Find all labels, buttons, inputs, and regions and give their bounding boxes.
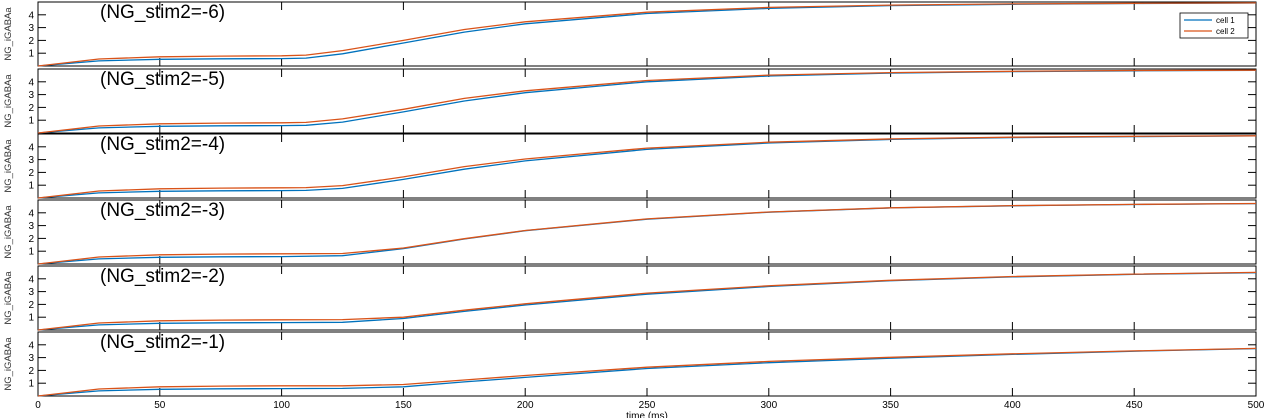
y-axis-label: NG_iGABAa	[3, 271, 14, 325]
y-tick-label: 4	[28, 142, 34, 153]
series-line-cell-2	[37, 347, 1257, 397]
subplot-1: 1 2 3 4 (NG_stim2=-6) NG_iGABAa	[3, 1, 1257, 67]
panel-title: (NG_stim2=-3)	[100, 200, 225, 221]
x-axis-label: time (ms)	[626, 411, 668, 418]
series-line-cell-2	[37, 202, 1257, 265]
y-tick-label: 3	[28, 221, 34, 232]
y-tick-label: 2	[28, 366, 34, 377]
x-tick-label: 300	[760, 400, 777, 411]
legend-box	[1179, 12, 1249, 39]
y-tick-label: 3	[28, 90, 34, 101]
subplot-6: 1 2 3 4 (NG_stim2=-1) NG_iGABAa	[3, 331, 1257, 397]
series-line-cell-1	[37, 347, 1257, 397]
axes-box	[37, 265, 1257, 331]
x-tick-label: 150	[395, 400, 412, 411]
y-tick-label: 1	[28, 379, 34, 390]
panel-title: (NG_stim2=-1)	[100, 332, 225, 353]
y-tick-label: 3	[28, 155, 34, 166]
x-tick-label: 250	[639, 400, 656, 411]
series-line-cell-2	[37, 69, 1257, 134]
y-tick-label: 1	[28, 181, 34, 192]
panel-title: (NG_stim2=-6)	[100, 2, 225, 23]
x-tick-label: 0	[35, 400, 41, 411]
y-tick-label: 2	[28, 168, 34, 179]
y-axis-label: NG_iGABAa	[3, 7, 14, 61]
y-tick-label: 2	[28, 36, 34, 47]
panel-title: (NG_stim2=-4)	[100, 134, 225, 155]
legend-entry: cell 2	[1216, 27, 1235, 36]
y-tick-label: 4	[28, 208, 34, 219]
x-tick-label: 450	[1126, 400, 1143, 411]
y-tick-label: 4	[28, 77, 34, 88]
x-tick-label: 100	[273, 400, 290, 411]
y-tick-label: 2	[28, 300, 34, 311]
x-tick-label: 500	[1248, 400, 1265, 411]
y-tick-label: 2	[28, 103, 34, 114]
y-tick-label: 3	[28, 353, 34, 364]
x-tick-label: 400	[1004, 400, 1021, 411]
y-tick-label: 4	[28, 274, 34, 285]
subplot-5: 1 2 3 4 (NG_stim2=-2) NG_iGABAa	[3, 265, 1257, 331]
y-tick-label: 2	[28, 234, 34, 245]
x-tick-label: 200	[517, 400, 534, 411]
subplot-2: 1 2 3 4 (NG_stim2=-5) NG_iGABAa	[3, 68, 1257, 134]
subplot-4: 1 2 3 4 (NG_stim2=-3) NG_iGABAa	[3, 199, 1257, 265]
y-axis-label: NG_iGABAa	[3, 337, 14, 391]
subplot-3: 1 2 3 4 (NG_stim2=-4) NG_iGABAa	[3, 133, 1257, 199]
y-tick-label: 1	[28, 247, 34, 258]
panel-title: (NG_stim2=-2)	[100, 266, 225, 287]
axes-box	[37, 133, 1257, 199]
series-line-cell-2	[37, 271, 1257, 331]
y-tick-label: 1	[28, 313, 34, 324]
series-line-cell-2	[37, 2, 1257, 67]
axes-box	[37, 199, 1257, 265]
legend-entry: cell 1	[1216, 16, 1235, 25]
legend: cell 1 cell 2	[1179, 12, 1249, 39]
panel-title: (NG_stim2=-5)	[100, 69, 225, 90]
y-tick-label: 3	[28, 23, 34, 34]
x-tick-label: 350	[882, 400, 899, 411]
y-tick-label: 4	[28, 10, 34, 21]
y-tick-label: 1	[28, 116, 34, 127]
series-line-cell-2	[37, 135, 1257, 199]
axes-box	[37, 68, 1257, 134]
y-tick-label: 1	[28, 49, 34, 60]
y-axis-label: NG_iGABAa	[3, 74, 14, 128]
y-tick-label: 4	[28, 340, 34, 351]
y-axis-label: NG_iGABAa	[3, 139, 14, 193]
x-tick-label: 50	[154, 400, 166, 411]
y-tick-label: 3	[28, 287, 34, 298]
y-axis-label: NG_iGABAa	[3, 205, 14, 259]
